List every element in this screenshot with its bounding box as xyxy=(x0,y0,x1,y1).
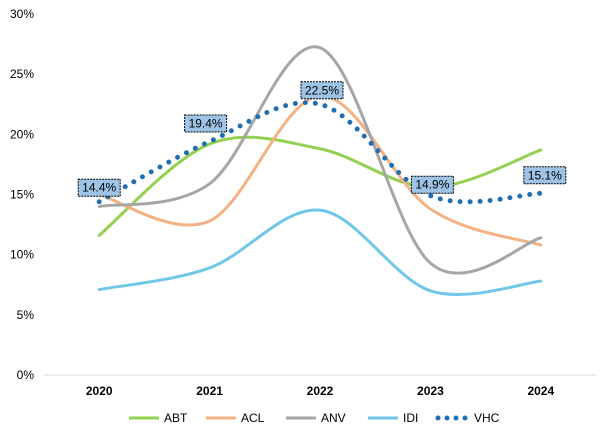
legend-label: ACL xyxy=(241,411,265,425)
x-tick-label: 2022 xyxy=(307,384,334,398)
legend-item-vhc: VHC xyxy=(435,411,500,425)
data-label-text: 22.5% xyxy=(305,83,339,97)
data-label-text: 14.9% xyxy=(415,178,449,192)
legend-label: VHC xyxy=(474,411,500,425)
data-labels: 14.4% 19.4% 22.5% 14.9% 15.1% xyxy=(77,81,567,197)
legend-item-abt: ABT xyxy=(129,411,188,425)
data-label-box xyxy=(410,175,454,194)
y-tick-label: 15% xyxy=(10,188,34,202)
legend: ABT ACL ANV IDI VHC xyxy=(129,411,500,425)
y-tick-label: 5% xyxy=(17,308,35,322)
y-tick-label: 25% xyxy=(10,67,34,81)
data-label-box xyxy=(523,166,567,185)
x-tick-label: 2024 xyxy=(527,384,554,398)
data-label-box xyxy=(77,178,121,197)
legend-item-acl: ACL xyxy=(206,411,265,425)
data-label: 14.9% xyxy=(410,175,454,194)
legend-label: ANV xyxy=(321,411,346,425)
data-label-text: 14.4% xyxy=(82,181,116,195)
series-line-vhc xyxy=(96,100,544,205)
legend-item-idi: IDI xyxy=(368,411,418,425)
y-tick-label: 0% xyxy=(17,368,35,382)
x-tick-label: 2020 xyxy=(86,384,113,398)
data-label-text: 15.1% xyxy=(528,168,562,182)
y-axis: 0% 5% 10% 15% 20% 25% 30% xyxy=(10,7,34,382)
data-label: 15.1% xyxy=(523,166,567,185)
data-label: 14.4% xyxy=(77,178,121,197)
data-label: 22.5% xyxy=(300,81,344,100)
x-tick-label: 2023 xyxy=(417,384,444,398)
y-tick-label: 20% xyxy=(10,127,34,141)
data-label-box xyxy=(184,114,228,133)
series-line-anv xyxy=(97,45,543,275)
series-line-acl xyxy=(97,94,543,247)
legend-label: ABT xyxy=(164,411,188,425)
legend-label: IDI xyxy=(403,411,418,425)
legend-item-anv: ANV xyxy=(286,411,346,425)
series-line-idi xyxy=(97,208,543,296)
x-tick-label: 2021 xyxy=(196,384,223,398)
series-line-abt xyxy=(97,135,543,237)
data-label: 19.4% xyxy=(184,114,228,133)
x-axis: 2020 2021 2022 2023 2024 xyxy=(44,374,596,398)
data-label-box xyxy=(300,81,344,100)
y-tick-label: 10% xyxy=(10,248,34,262)
y-tick-label: 30% xyxy=(10,7,34,21)
data-label-text: 19.4% xyxy=(189,117,223,131)
